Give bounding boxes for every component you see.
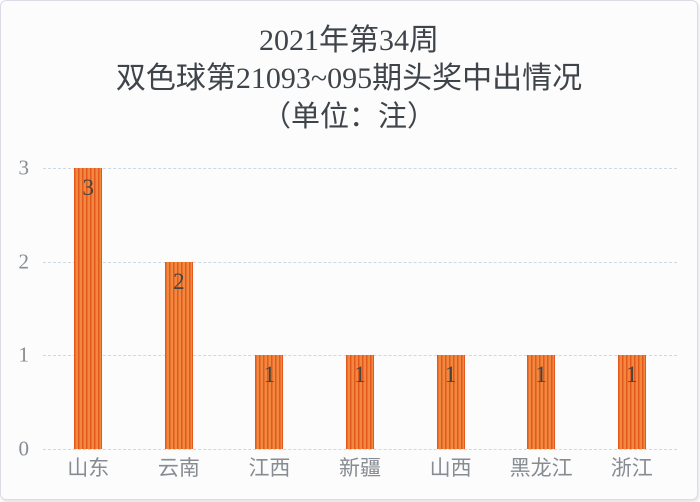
- bar-7: 1: [617, 355, 646, 449]
- bar-value-label-3: 1: [263, 362, 276, 388]
- bar-slot-2: 2: [134, 168, 225, 449]
- chart-title-line-2: 双色球第21093~095期头奖中出情况: [115, 62, 583, 95]
- gridline-y-3: [43, 168, 677, 169]
- bar-5: 1: [436, 355, 465, 449]
- bar-slot-5: 1: [405, 168, 496, 449]
- bar-value-label-2: 2: [173, 268, 185, 294]
- y-tick-label-3: 3: [18, 155, 30, 180]
- x-category-label-7: 浙江: [610, 456, 653, 480]
- y-tick-label-2: 2: [18, 249, 30, 274]
- bar-series: 3 2 1 1 1 1 1: [43, 168, 677, 449]
- x-category-label-5: 山西: [429, 456, 472, 480]
- chart-title: 2021年第34周 双色球第21093~095期头奖中出情况 （单位：注）: [1, 22, 697, 136]
- plot-area: 3 2 1 1 1 1 1: [43, 168, 677, 450]
- chart-title-unit-line: （单位：注）: [261, 101, 436, 133]
- gridline-y-0: [43, 449, 677, 450]
- x-category-label-3: 江西: [248, 456, 291, 480]
- bar-value-label-7: 1: [626, 362, 638, 388]
- bar-slot-7: 1: [586, 168, 677, 449]
- bar-value-label-5: 1: [444, 362, 457, 388]
- bar-value-label-4: 1: [354, 362, 366, 388]
- x-category-label-6: 黑龙江: [509, 456, 573, 480]
- bar-4: 1: [346, 355, 375, 449]
- bar-3: 1: [255, 355, 284, 449]
- bar-6: 1: [527, 355, 556, 449]
- x-category-label-4: 新疆: [339, 456, 382, 480]
- bar-value-label-6: 1: [535, 362, 547, 388]
- y-axis-tick-labels: 0 1 2 3: [1, 157, 31, 459]
- y-tick-label-0: 0: [18, 436, 30, 461]
- x-category-label-2: 云南: [157, 456, 200, 480]
- bar-2: 2: [164, 261, 193, 449]
- bar-slot-6: 1: [496, 168, 587, 449]
- bar-value-label-1: 3: [82, 175, 95, 200]
- x-axis-category-labels: 山东 云南 江西 新疆 山西 黑龙江 浙江: [43, 456, 677, 480]
- y-tick-label-1: 1: [18, 342, 30, 367]
- x-category-label-1: 山东: [67, 456, 110, 480]
- bar-1: 3: [74, 168, 103, 449]
- bar-slot-3: 1: [224, 168, 315, 449]
- chart-title-line-1: 2021年第34周: [259, 24, 439, 57]
- gridline-y-2: [43, 261, 677, 263]
- bar-slot-1: 3: [43, 168, 134, 449]
- bar-slot-4: 1: [315, 168, 406, 449]
